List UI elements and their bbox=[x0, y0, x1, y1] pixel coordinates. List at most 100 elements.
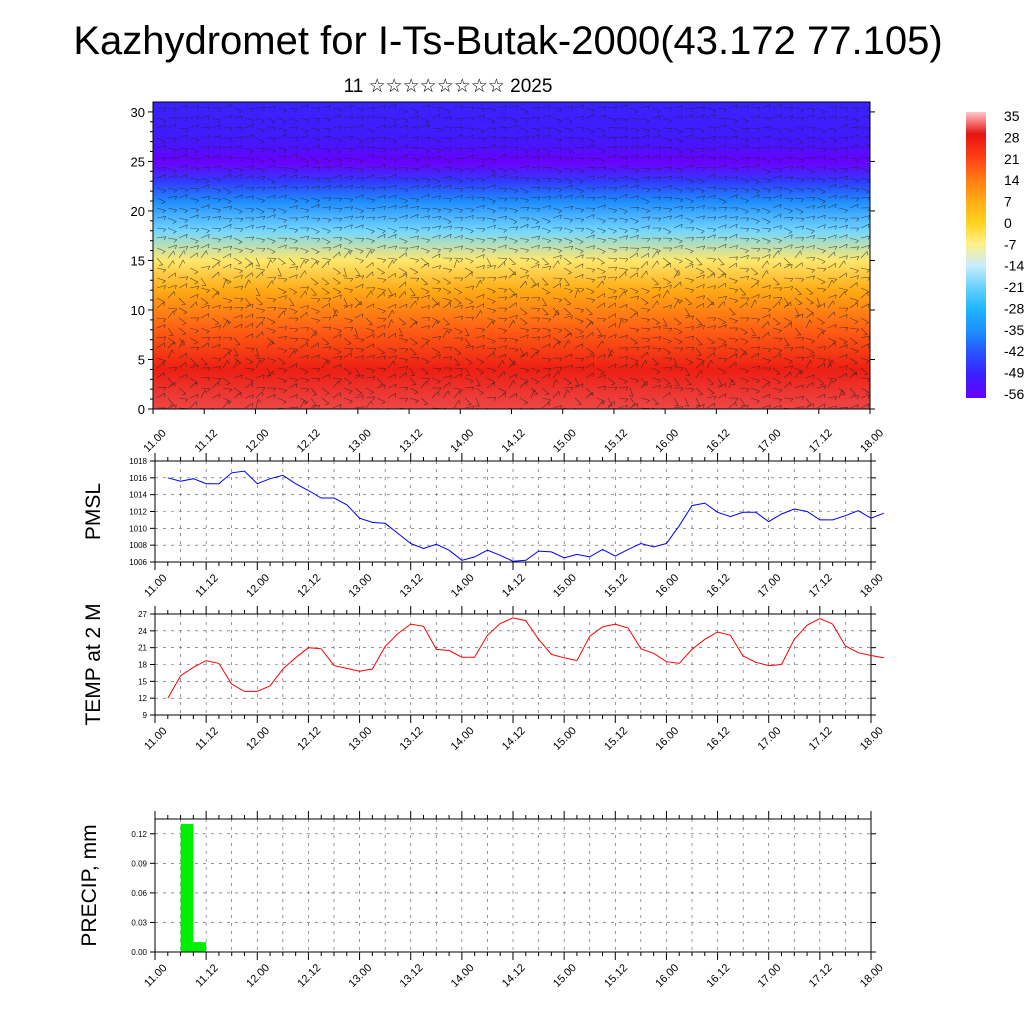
wind-barb bbox=[475, 344, 485, 349]
wind-barb-flag bbox=[823, 148, 827, 152]
wind-barb bbox=[519, 165, 529, 169]
wind-barb-flag bbox=[811, 269, 816, 273]
wind-barb bbox=[343, 277, 354, 279]
wind-barb-flag bbox=[766, 211, 771, 214]
wind-barb-flag bbox=[295, 146, 299, 150]
wind-barb-flag bbox=[412, 354, 417, 356]
wind-barb-flag bbox=[689, 262, 694, 265]
wind-barb-flag bbox=[725, 244, 727, 249]
wind-barb-flag bbox=[361, 238, 365, 242]
wind-barb bbox=[596, 166, 607, 169]
wind-barb bbox=[651, 300, 658, 309]
wind-barb-flag bbox=[252, 394, 254, 399]
wind-barb bbox=[475, 146, 486, 149]
wind-barb bbox=[695, 154, 705, 159]
wind-barb-flag bbox=[494, 225, 496, 229]
wind-barb bbox=[640, 397, 650, 401]
wind-barb bbox=[431, 207, 441, 210]
wind-barb bbox=[640, 237, 651, 239]
wind-barb bbox=[508, 271, 516, 279]
wind-barb bbox=[728, 127, 738, 132]
y-tick-label: 0.03 bbox=[131, 918, 147, 927]
wind-barb bbox=[816, 317, 825, 323]
wind-barb bbox=[563, 257, 572, 264]
wind-barb bbox=[156, 125, 166, 129]
wind-barb bbox=[255, 187, 266, 189]
wind-barb-flag bbox=[498, 415, 502, 416]
wind-barb bbox=[200, 177, 210, 182]
wind-barb-flag bbox=[724, 207, 728, 211]
wind-barb bbox=[167, 404, 177, 409]
wind-barb-flag bbox=[450, 375, 452, 380]
wind-barb bbox=[552, 379, 556, 389]
wind-barb bbox=[618, 156, 628, 159]
wind-barb bbox=[607, 227, 617, 232]
wind-barb bbox=[783, 337, 790, 346]
wind-barb-flag bbox=[603, 185, 607, 190]
wind-barb-flag bbox=[229, 206, 233, 210]
wind-barb-flag bbox=[164, 324, 166, 329]
wind-barb-flag bbox=[184, 219, 188, 223]
wind-barb-flag bbox=[659, 384, 661, 389]
wind-barb bbox=[442, 176, 452, 179]
wind-barb-flag bbox=[855, 300, 859, 304]
wind-barb-flag bbox=[272, 299, 277, 303]
wind-barb bbox=[849, 237, 859, 241]
wind-barb-flag bbox=[515, 146, 519, 151]
wind-barb-flag bbox=[756, 229, 760, 233]
wind-barb bbox=[640, 351, 648, 359]
wind-barb bbox=[640, 307, 650, 310]
wind-barb-flag bbox=[659, 155, 661, 160]
wind-barb bbox=[288, 197, 298, 202]
wind-barb bbox=[398, 303, 408, 309]
wind-barb-flag bbox=[823, 165, 827, 170]
wind-barb-flag bbox=[689, 413, 693, 415]
wind-barb bbox=[255, 167, 265, 171]
wind-barb bbox=[431, 234, 441, 239]
wind-barb-flag bbox=[296, 383, 298, 388]
wind-barb bbox=[618, 290, 625, 299]
wind-barb-flag bbox=[406, 125, 408, 130]
wind-barb-flag bbox=[746, 217, 750, 222]
wind-barb-flag bbox=[226, 383, 231, 385]
wind-barb bbox=[365, 216, 375, 219]
wind-barb-flag bbox=[197, 124, 199, 129]
wind-barb-flag bbox=[658, 146, 662, 151]
wind-barb-flag bbox=[695, 405, 701, 407]
wind-barb-flag bbox=[162, 280, 166, 284]
wind-barb bbox=[761, 135, 771, 139]
wind-barb-flag bbox=[743, 332, 748, 335]
wind-barb bbox=[684, 377, 692, 385]
wind-barb-flag bbox=[230, 104, 232, 109]
y-axis-label: PRECIP, mm bbox=[78, 824, 101, 946]
wind-barb bbox=[387, 332, 396, 339]
x-tick-label: 14.00 bbox=[449, 572, 477, 600]
wind-barb bbox=[376, 347, 385, 353]
wind-barb bbox=[552, 187, 562, 190]
wind-barb bbox=[640, 176, 650, 179]
wind-barb-flag bbox=[360, 169, 365, 173]
wind-barb bbox=[662, 290, 668, 299]
wind-barb-flag bbox=[544, 314, 549, 316]
wind-barb-flag bbox=[558, 370, 560, 375]
wind-barb bbox=[189, 252, 198, 259]
wind-barb bbox=[442, 184, 452, 189]
wind-barb bbox=[486, 167, 496, 172]
wind-barb-flag bbox=[579, 331, 584, 334]
wind-barb bbox=[695, 361, 703, 369]
wind-barb-flag bbox=[525, 249, 529, 254]
wind-barb bbox=[255, 197, 265, 201]
colorbar-label: -42 bbox=[1004, 343, 1024, 359]
wind-barb-flag bbox=[196, 347, 200, 351]
wind-barb bbox=[860, 287, 870, 292]
wind-barb bbox=[816, 327, 826, 332]
wind-barb-flag bbox=[735, 135, 738, 140]
wind-barb-flag bbox=[272, 371, 275, 376]
wind-barb-flag bbox=[372, 187, 376, 192]
wind-barb bbox=[376, 105, 386, 109]
wind-barb-flag bbox=[523, 323, 528, 325]
wind-barb-flag bbox=[731, 379, 735, 384]
wind-barb-flag bbox=[306, 227, 310, 232]
wind-barb bbox=[508, 247, 518, 251]
wind-barb bbox=[398, 197, 408, 201]
